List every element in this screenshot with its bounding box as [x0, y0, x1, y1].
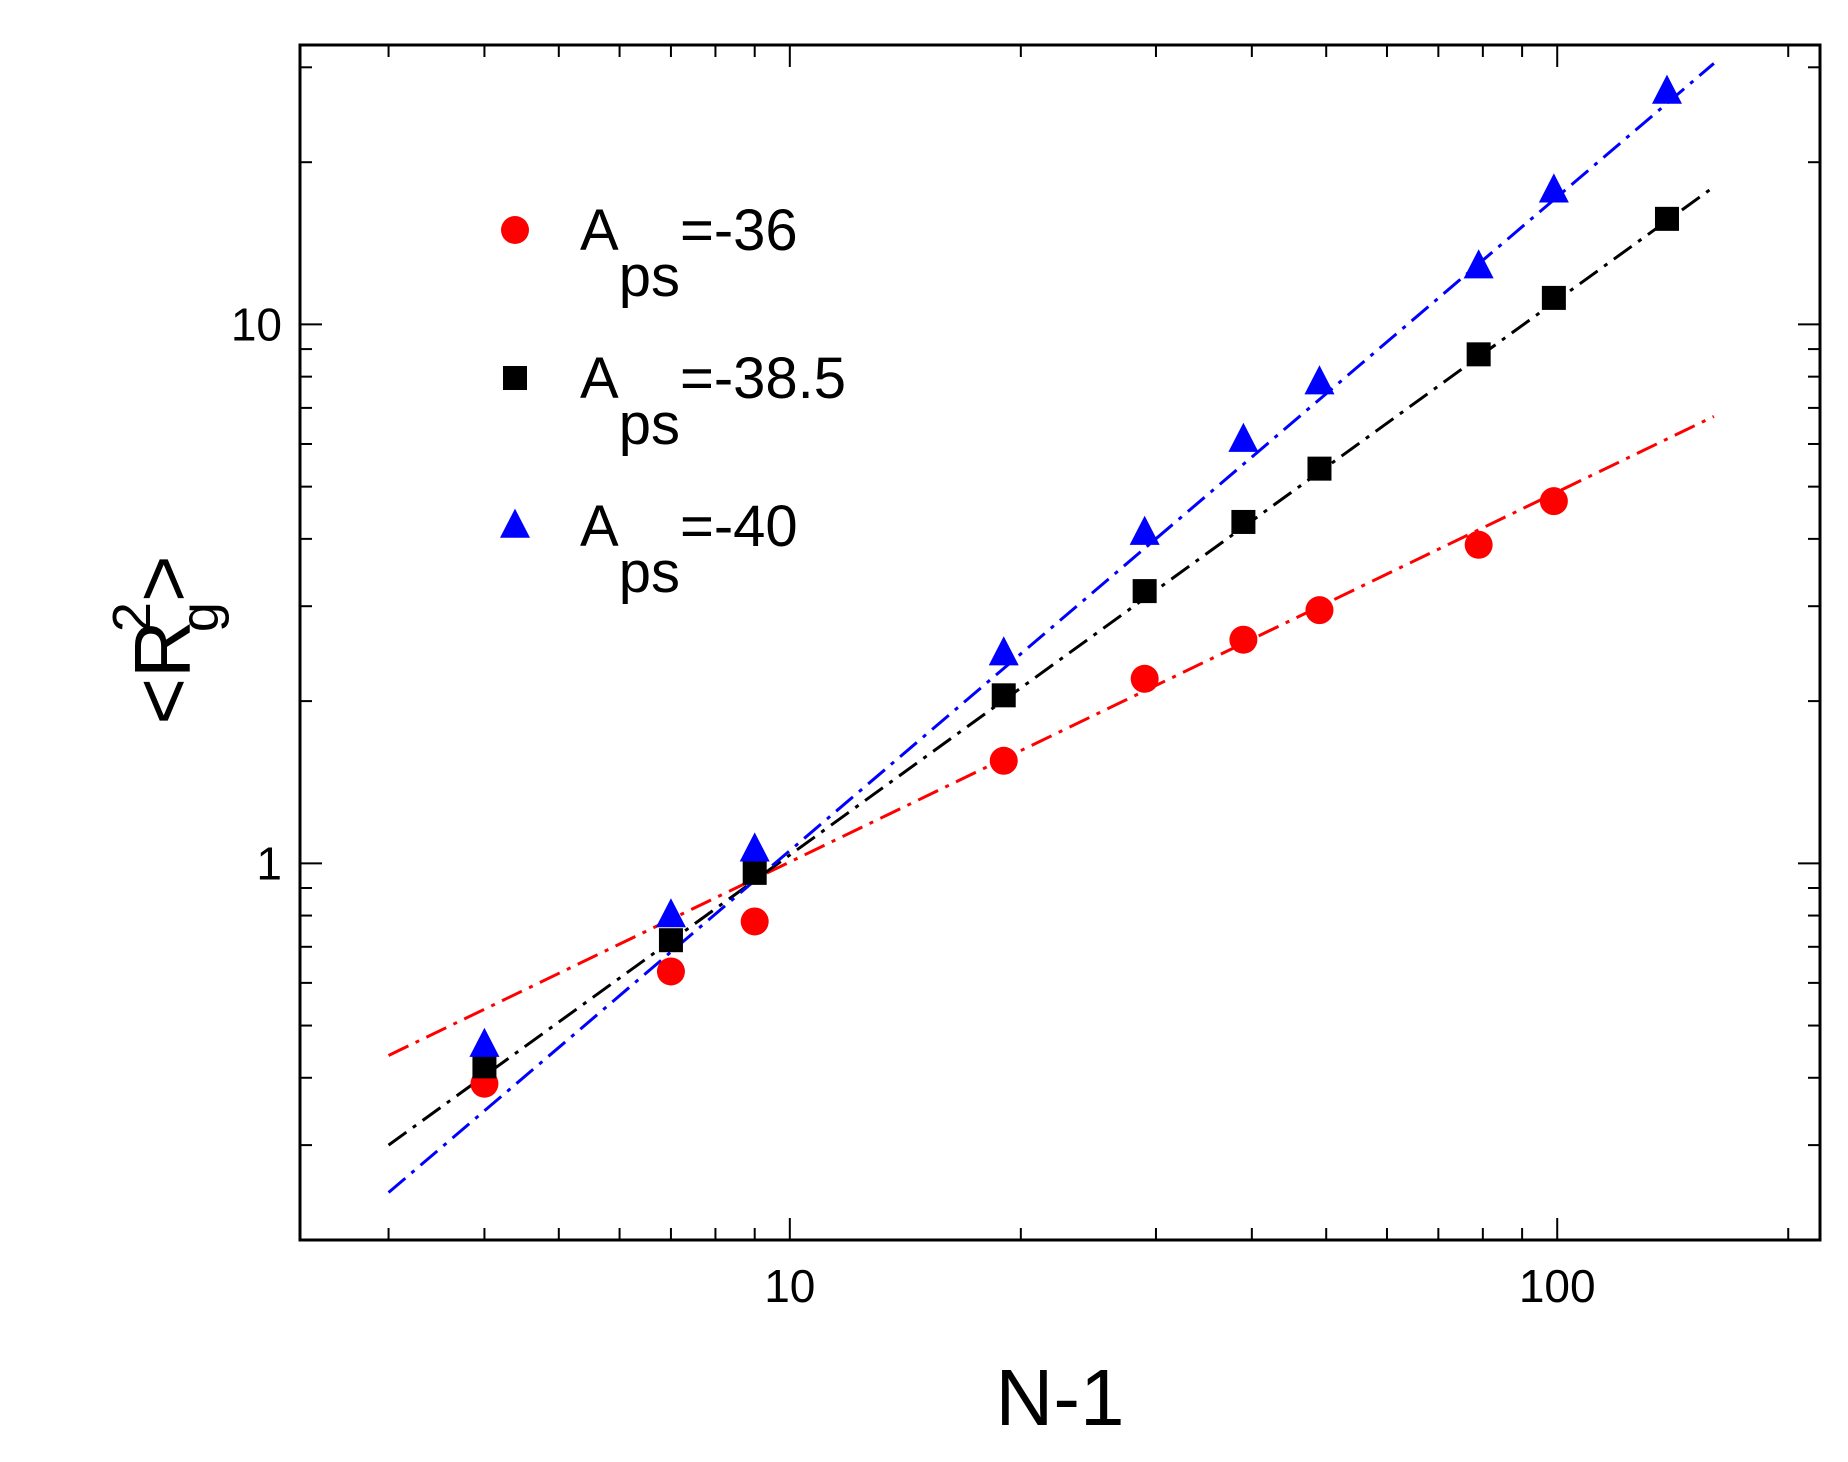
legend-label-series-1: Aps=-36	[580, 198, 798, 309]
y-axis-title-sup: 2	[102, 602, 162, 632]
data-point-series-2	[1654, 206, 1679, 231]
data-point-series-3	[655, 898, 686, 928]
data-point-series-1	[1130, 664, 1159, 693]
tick-labels: 10 100 1 10	[231, 298, 1596, 1312]
data-point-series-2	[742, 860, 767, 885]
data-point-series-2	[1132, 579, 1157, 604]
x-axis-title: N-1	[996, 1353, 1125, 1442]
data-point-series-2	[1466, 342, 1491, 367]
y-axis-title-sub: g	[170, 602, 230, 632]
data-point-series-1	[989, 746, 1018, 775]
fit-lines	[387, 62, 1715, 1194]
x-tick-label: 100	[1519, 1260, 1596, 1312]
data-point-series-3	[1538, 173, 1569, 203]
plot-frame	[298, 43, 1822, 1242]
y-axis-title-base: <R	[118, 620, 207, 725]
data-point-series-3	[1463, 249, 1494, 279]
y-axis-title-close: >	[118, 555, 207, 602]
fit-line-series-3	[387, 62, 1715, 1194]
y-tick-label: 1	[256, 837, 282, 889]
data-markers	[469, 74, 1682, 1098]
data-point-series-3	[1228, 422, 1259, 452]
data-point-series-1	[1464, 530, 1493, 559]
legend: Aps=-36 Aps=-38.5 Aps=-40	[500, 198, 846, 605]
legend-label-series-3: Aps=-40	[580, 494, 798, 605]
data-point-series-2	[658, 928, 683, 953]
data-point-series-1	[1305, 596, 1334, 625]
data-point-series-1	[740, 907, 769, 936]
legend-marker-series-3	[500, 508, 530, 538]
data-point-series-3	[1129, 515, 1160, 545]
data-point-series-3	[1304, 365, 1335, 395]
fit-line-series-2	[387, 185, 1715, 1147]
data-point-series-1	[1229, 625, 1258, 654]
data-point-series-2	[472, 1054, 497, 1079]
data-point-series-3	[1651, 74, 1682, 104]
legend-label-series-2: Aps=-38.5	[580, 346, 846, 457]
x-tick-label: 10	[764, 1260, 815, 1312]
data-point-series-3	[739, 832, 770, 862]
data-point-series-1	[656, 957, 685, 986]
legend-marker-series-2	[503, 366, 527, 390]
legend-marker-series-1	[501, 216, 529, 244]
data-point-series-2	[1541, 285, 1566, 310]
data-point-series-2	[1231, 509, 1256, 534]
data-point-series-3	[988, 636, 1019, 666]
y-axis-title: <R2 g>	[102, 555, 230, 724]
data-point-series-3	[469, 1027, 500, 1057]
fit-line-series-1	[387, 415, 1715, 1057]
data-point-series-2	[991, 683, 1016, 708]
data-point-series-1	[1539, 487, 1568, 516]
data-point-series-2	[1307, 456, 1332, 481]
svg-text:<R2g>: <R2 g>	[102, 555, 230, 724]
y-tick-label: 10	[231, 298, 282, 350]
